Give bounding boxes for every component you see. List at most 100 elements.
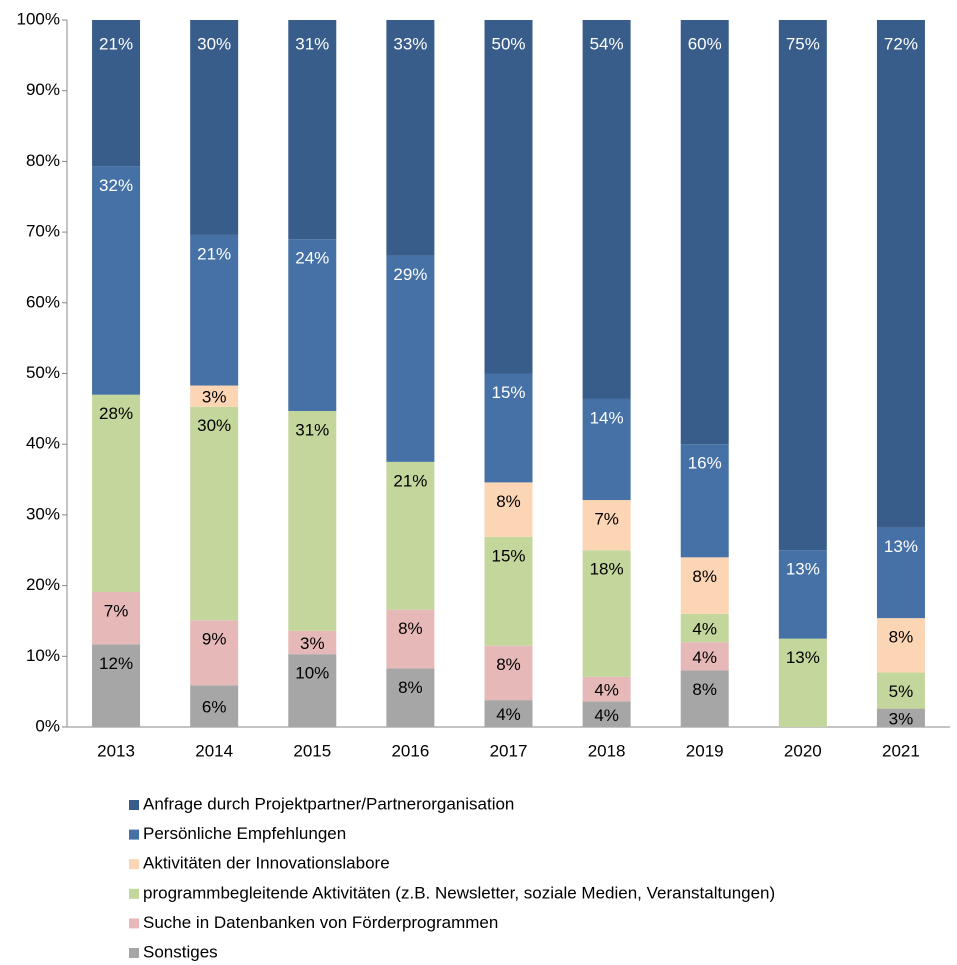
data-label: 72%: [884, 34, 918, 53]
data-label: 33%: [393, 34, 427, 53]
data-label: 3%: [202, 388, 227, 407]
legend-label: Suche in Datenbanken von Förderprogramme…: [143, 913, 498, 932]
bar-segment: [92, 20, 141, 167]
bar-segment: [582, 701, 631, 727]
bar-segment: [680, 613, 729, 643]
data-label: 16%: [688, 454, 722, 473]
x-tick-label: 2018: [588, 741, 626, 760]
bar-segment: [876, 20, 925, 528]
data-label: 8%: [496, 655, 521, 674]
y-tick-label: 70%: [26, 222, 60, 241]
data-label: 50%: [491, 34, 525, 53]
bar-segment: [876, 672, 925, 709]
x-tick-label: 2016: [391, 741, 429, 760]
data-label: 28%: [99, 404, 133, 423]
bar-segment: [288, 20, 337, 240]
data-label: 5%: [889, 682, 914, 701]
data-label: 13%: [786, 560, 820, 579]
data-label: 18%: [590, 560, 624, 579]
y-tick-label: 50%: [26, 363, 60, 382]
legend-swatch: [129, 859, 139, 870]
legend-swatch: [129, 948, 139, 958]
data-label: 7%: [104, 601, 129, 620]
data-label: 30%: [197, 416, 231, 435]
y-tick-label: 20%: [26, 575, 60, 594]
bar-segment: [778, 550, 827, 639]
bar-segment: [680, 20, 729, 445]
bar-segment: [484, 645, 533, 701]
x-tick-label: 2019: [686, 741, 724, 760]
y-tick-label: 80%: [26, 151, 60, 170]
bar-segment: [582, 500, 631, 551]
data-label: 8%: [398, 678, 423, 697]
x-tick-label: 2014: [195, 741, 233, 760]
data-label: 14%: [590, 408, 624, 427]
y-tick-label: 0%: [35, 716, 60, 735]
bar-segment: [582, 550, 631, 677]
bar-segment: [582, 676, 631, 702]
y-tick-label: 100%: [17, 9, 60, 28]
data-label: 7%: [594, 510, 619, 529]
data-label: 75%: [786, 34, 820, 53]
data-label: 21%: [197, 244, 231, 263]
bar-segment: [190, 385, 239, 407]
bar-segment: [680, 642, 729, 671]
data-label: 21%: [393, 471, 427, 490]
x-tick-label: 2015: [293, 741, 331, 760]
x-tick-label: 2020: [784, 741, 822, 760]
bar-segment: [190, 620, 239, 686]
data-label: 8%: [398, 619, 423, 638]
bar-segment: [190, 234, 239, 386]
bar-segment: [92, 591, 141, 645]
data-label: 4%: [594, 706, 619, 725]
bar-segment: [190, 406, 239, 621]
bar-segment: [484, 373, 533, 483]
bar-segment: [92, 394, 141, 592]
bar-segment: [876, 618, 925, 673]
data-label: 3%: [889, 709, 914, 728]
bar-segment: [190, 20, 239, 235]
data-label: 21%: [99, 34, 133, 53]
data-label: 8%: [889, 628, 914, 647]
data-label: 10%: [295, 664, 329, 683]
legend-label: Aktivitäten der Innovationslabore: [143, 854, 390, 873]
bar-segment: [778, 638, 827, 727]
bar-segment: [386, 668, 435, 727]
bar-segment: [386, 609, 435, 669]
data-label: 3%: [300, 634, 325, 653]
data-label: 8%: [692, 567, 717, 586]
y-tick-label: 30%: [26, 504, 60, 523]
bar-segment: [386, 461, 435, 610]
bar-segment: [190, 685, 239, 727]
bar-segment: [484, 700, 533, 727]
data-label: 54%: [590, 34, 624, 53]
data-label: 30%: [197, 34, 231, 53]
legend-swatch: [129, 800, 139, 810]
y-tick-label: 40%: [26, 434, 60, 453]
bar-segment: [288, 654, 337, 727]
data-label: 15%: [491, 383, 525, 402]
x-tick-label: 2013: [97, 741, 135, 760]
bar-segment: [288, 630, 337, 655]
data-label: 4%: [594, 681, 619, 700]
data-label: 13%: [786, 648, 820, 667]
bar-segment: [876, 527, 925, 619]
bar-segment: [288, 410, 337, 631]
legend-label: programmbegleitende Aktivitäten (z.B. Ne…: [143, 883, 775, 902]
data-label: 8%: [692, 680, 717, 699]
bar-segment: [680, 557, 729, 614]
x-tick-label: 2017: [490, 741, 528, 760]
data-label: 4%: [496, 705, 521, 724]
legend-swatch: [129, 888, 139, 899]
data-label: 4%: [692, 620, 717, 639]
bar-segment: [484, 482, 533, 537]
bar-segment: [92, 166, 141, 395]
bar-segment: [386, 20, 435, 256]
data-label: 9%: [202, 630, 227, 649]
legend-swatch: [129, 918, 139, 929]
data-label: 4%: [692, 648, 717, 667]
data-label: 6%: [202, 698, 227, 717]
y-tick-label: 60%: [26, 292, 60, 311]
bar-segment: [680, 444, 729, 558]
data-label: 8%: [496, 492, 521, 511]
